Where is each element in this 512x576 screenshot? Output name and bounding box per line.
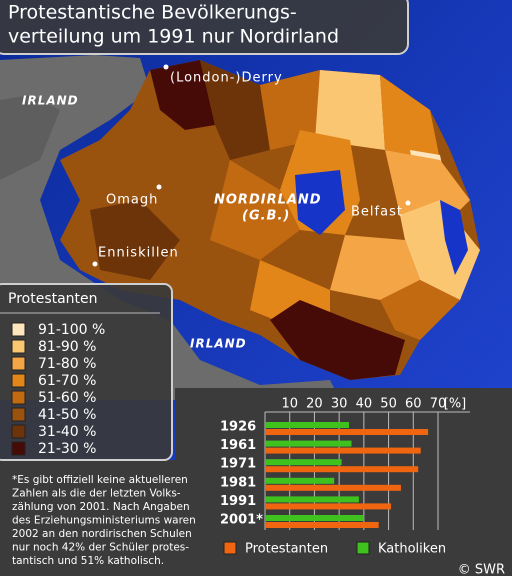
x-unit: [%] bbox=[444, 397, 467, 412]
footnote-line: des Erziehungsministeriums waren bbox=[12, 515, 196, 527]
legend-title: Protestanten bbox=[8, 291, 98, 307]
bar bbox=[265, 496, 359, 503]
legend-swatch bbox=[11, 356, 26, 371]
bar bbox=[265, 422, 350, 428]
bar bbox=[265, 522, 379, 528]
y-tick-label: 1981 bbox=[220, 475, 256, 490]
bar bbox=[265, 503, 392, 510]
x-tick-label: 70 bbox=[430, 397, 447, 412]
footnote-line: 2002 an den nordirischen Schulen bbox=[12, 528, 192, 540]
legend-label: 41-50 % bbox=[38, 407, 96, 423]
northern-ireland bbox=[60, 60, 480, 380]
footnote-line: zählung von 2001. Nach Angaben bbox=[12, 501, 190, 513]
legend-label: Protestanten bbox=[245, 542, 328, 557]
place-label: NORDIRLAND bbox=[214, 193, 322, 208]
bar bbox=[265, 515, 364, 521]
legend-label: 61-70 % bbox=[38, 373, 96, 389]
legend-swatch bbox=[356, 541, 370, 555]
title-box bbox=[0, 0, 409, 55]
legend-label: 71-80 % bbox=[38, 356, 96, 372]
legend-label: Katholiken bbox=[378, 542, 446, 557]
place-label: Enniskillen bbox=[98, 246, 179, 261]
legend-swatch bbox=[11, 322, 26, 337]
place-label: IRLAND bbox=[190, 337, 247, 351]
y-tick-label: 1961 bbox=[220, 438, 256, 453]
legend-label: 21-30 % bbox=[38, 441, 96, 457]
place-label: Belfast bbox=[351, 205, 403, 220]
legend-label: 51-60 % bbox=[38, 390, 96, 406]
footnote-line: tantisch und 51% katholisch. bbox=[12, 555, 164, 567]
town-dot bbox=[156, 184, 162, 190]
legend-swatch bbox=[223, 541, 237, 555]
credit: © SWR bbox=[458, 563, 505, 576]
legend-label: 31-40 % bbox=[38, 424, 96, 440]
x-tick-label: 20 bbox=[306, 397, 323, 412]
legend-swatch bbox=[11, 441, 26, 456]
legend-swatch bbox=[11, 407, 26, 422]
legend-label: 91-100 % bbox=[38, 322, 105, 338]
bar bbox=[265, 447, 421, 454]
y-tick-label: 1991 bbox=[220, 494, 256, 509]
town-dot bbox=[163, 64, 169, 70]
town-dot bbox=[405, 200, 411, 206]
x-tick-label: 30 bbox=[331, 397, 348, 412]
bar bbox=[265, 466, 419, 473]
place-label: Omagh bbox=[106, 193, 158, 208]
town-dot bbox=[92, 261, 98, 267]
y-tick-label: 1971 bbox=[220, 457, 256, 472]
bar bbox=[265, 459, 342, 466]
footnote-panel bbox=[0, 460, 175, 576]
bar bbox=[265, 484, 401, 491]
legend-swatch bbox=[11, 390, 26, 405]
place-label: (London-)Derry bbox=[170, 71, 283, 86]
legend-swatch bbox=[11, 424, 26, 439]
footnote-line: Zahlen als die der letzten Volks- bbox=[12, 488, 181, 500]
footnote-line: nur noch 42% der Schüler protes- bbox=[12, 542, 189, 554]
y-tick-label: 2001* bbox=[220, 513, 263, 528]
place-label: (G.B.) bbox=[242, 209, 290, 224]
x-tick-label: 10 bbox=[281, 397, 298, 412]
bar bbox=[265, 440, 352, 447]
legend-swatch bbox=[11, 339, 26, 354]
legend-box bbox=[0, 283, 173, 461]
x-tick-label: 50 bbox=[380, 397, 397, 412]
y-tick-label: 1926 bbox=[220, 420, 256, 435]
title-line: verteilung um 1991 nur Nordirland bbox=[8, 26, 339, 48]
place-label: IRLAND bbox=[22, 94, 79, 108]
x-tick-label: 60 bbox=[405, 397, 422, 412]
footnote-line: *Es gibt offiziell keine aktuelleren bbox=[12, 474, 188, 486]
bar bbox=[265, 429, 429, 435]
title-line: Protestantische Bevölkerungs- bbox=[8, 2, 297, 24]
bar bbox=[265, 477, 335, 484]
legend-label: 81-90 % bbox=[38, 339, 96, 355]
x-tick-label: 40 bbox=[356, 397, 373, 412]
legend-swatch bbox=[11, 373, 26, 388]
ireland-land bbox=[0, 95, 60, 180]
